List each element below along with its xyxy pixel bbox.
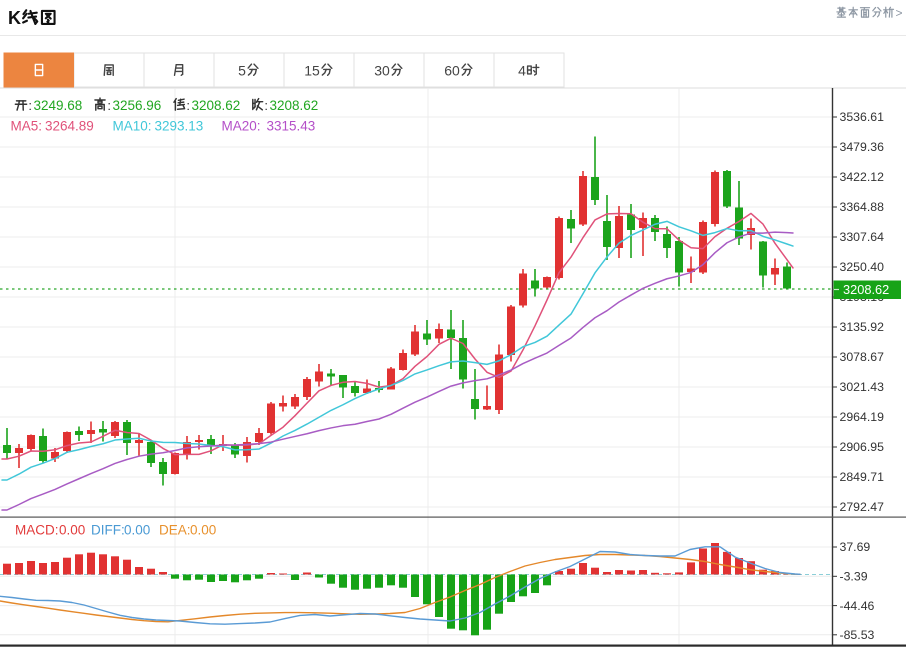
svg-text::: :: [264, 98, 268, 113]
svg-text:37.69: 37.69: [840, 540, 871, 554]
svg-text:3135.92: 3135.92: [840, 320, 885, 334]
svg-text:MA10:: MA10:: [113, 119, 152, 134]
svg-text:60: 60: [444, 63, 460, 79]
svg-text:3422.12: 3422.12: [840, 170, 885, 184]
svg-text:3256.96: 3256.96: [113, 98, 162, 113]
svg-text:-44.46: -44.46: [840, 599, 875, 613]
svg-text:>: >: [896, 6, 903, 20]
svg-text::: :: [186, 98, 190, 113]
svg-text:3479.36: 3479.36: [840, 140, 885, 154]
svg-text:DEA:: DEA:: [159, 523, 191, 538]
svg-text:3249.68: 3249.68: [34, 98, 83, 113]
svg-text:3307.64: 3307.64: [840, 230, 885, 244]
svg-text:3293.13: 3293.13: [155, 119, 204, 134]
svg-text:2792.47: 2792.47: [840, 500, 885, 514]
svg-text:3264.89: 3264.89: [45, 119, 94, 134]
svg-text:0.00: 0.00: [124, 523, 150, 538]
svg-text:3078.67: 3078.67: [840, 350, 885, 364]
svg-text:2906.95: 2906.95: [840, 440, 885, 454]
svg-text:15: 15: [304, 63, 320, 79]
svg-text:3536.61: 3536.61: [840, 110, 885, 124]
svg-text:K: K: [8, 8, 21, 28]
svg-text:MACD:: MACD:: [15, 523, 59, 538]
svg-text:3021.43: 3021.43: [840, 380, 885, 394]
svg-text:-3.39: -3.39: [840, 570, 868, 584]
svg-text:3315.43: 3315.43: [267, 119, 316, 134]
svg-text:30: 30: [374, 63, 390, 79]
svg-text:3208.62: 3208.62: [270, 98, 319, 113]
svg-text:MA5:: MA5:: [11, 119, 43, 134]
svg-text:3250.40: 3250.40: [840, 260, 885, 274]
svg-text:MA20:: MA20:: [222, 119, 261, 134]
svg-text:2849.71: 2849.71: [840, 470, 885, 484]
svg-text::: :: [28, 98, 32, 113]
svg-text:-85.53: -85.53: [840, 628, 875, 642]
svg-text:0.00: 0.00: [190, 523, 216, 538]
svg-text:3208.62: 3208.62: [192, 98, 241, 113]
svg-text:0.00: 0.00: [59, 523, 85, 538]
svg-text::: :: [107, 98, 111, 113]
svg-text:3364.88: 3364.88: [840, 200, 885, 214]
svg-text:4: 4: [518, 63, 526, 79]
svg-text:5: 5: [238, 63, 246, 79]
svg-text:3208.62: 3208.62: [843, 282, 889, 297]
svg-text:DIFF:: DIFF:: [91, 523, 125, 538]
svg-text:2964.19: 2964.19: [840, 410, 885, 424]
